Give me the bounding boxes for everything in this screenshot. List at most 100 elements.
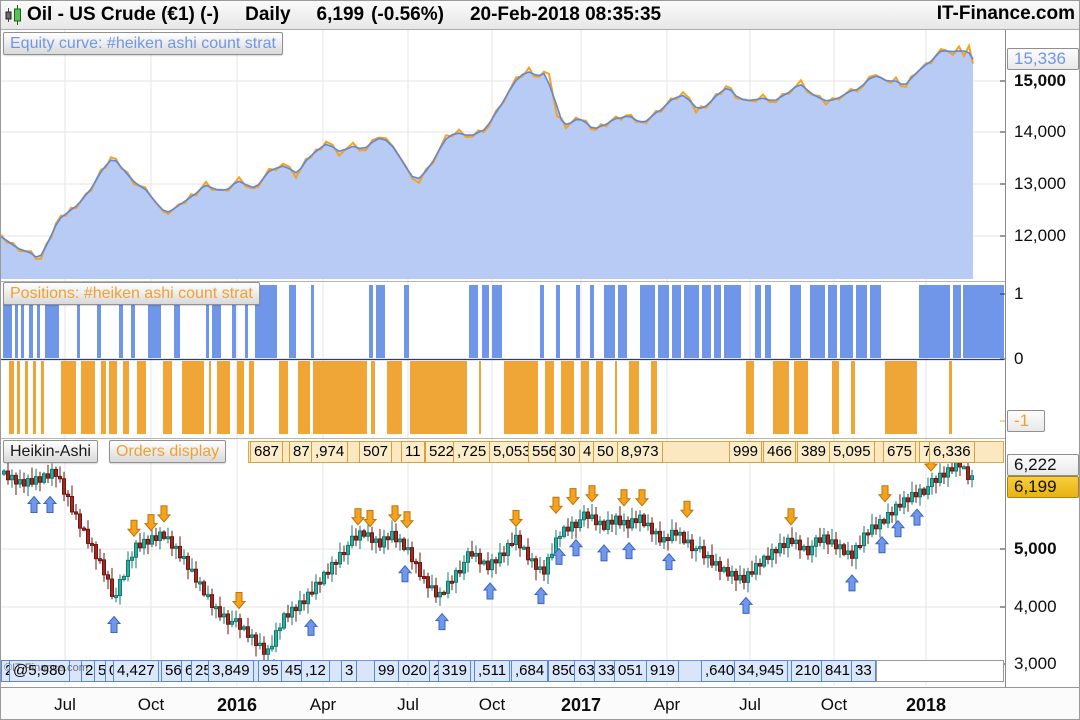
buy-signal-arrow: [909, 508, 925, 526]
buy-signal-arrow: [533, 586, 549, 605]
price-axis[interactable]: 15,336 -1 6,222 6,199 15,000 14,000 13,000…: [1005, 29, 1079, 687]
buy-signal-arrow: [434, 612, 450, 631]
watermark: ©IT-Finance.com: [4, 662, 88, 674]
sell-signal-arrow: [679, 500, 695, 519]
y-axis-label: 15,000: [1014, 71, 1066, 90]
instrument-title: Oil - US Crude (€1) (-): [27, 4, 220, 25]
order-price-label: 675: [883, 441, 917, 463]
x-axis-label: Oct: [820, 695, 848, 714]
buy-signal-arrow: [890, 519, 906, 538]
equity-value-badge: 15,336: [1007, 48, 1079, 70]
sell-signal-arrow: [231, 592, 247, 610]
trade-price-label: ,640: [701, 660, 739, 682]
order-price-label: ,974: [311, 441, 349, 463]
sell-signal-arrow: [548, 496, 564, 515]
trades-row-empty-cell: [876, 660, 1004, 682]
equity-curve-indicator-button[interactable]: Equity curve: #heiken ashi count strat: [3, 32, 283, 55]
buy-signal-arrow: [596, 544, 612, 562]
sell-signal-arrow: [126, 519, 142, 538]
time-axis[interactable]: Jul Oct 2016 Apr Jul Oct 2017 Apr Jul Oct 2018: [1, 687, 1005, 719]
timeframe-label: Daily: [245, 4, 291, 25]
buy-signal-arrow: [106, 615, 122, 633]
trade-price-label: ,684: [511, 660, 549, 682]
order-price-label: 687: [250, 441, 284, 463]
sell-signal-arrow: [565, 488, 581, 506]
trade-price-label: 210: [791, 660, 825, 682]
trade-price-label: 319: [438, 660, 472, 682]
buy-signal-arrow: [738, 596, 754, 614]
order-price-label: 87: [289, 441, 314, 463]
brand-label: IT-Finance.com: [936, 3, 1075, 24]
buy-signal-arrow: [303, 618, 319, 636]
sell-signal-arrow: [877, 485, 893, 503]
heikin-ashi-button[interactable]: Heikin-Ashi: [3, 440, 98, 463]
y-axis-label: 3,000: [1014, 654, 1057, 673]
buy-signal-arrow: [482, 582, 498, 600]
positions-indicator-button[interactable]: Positions: #heiken ashi count strat: [3, 282, 260, 305]
sell-signal-arrow: [783, 508, 799, 526]
sell-signal-arrow: [634, 489, 650, 507]
change-label: (-0.56%): [371, 4, 444, 25]
sell-signal-arrow: [387, 505, 403, 523]
buy-signal-arrow: [568, 538, 584, 557]
sell-signal-arrow: [616, 489, 632, 507]
sell-signal-arrow: [143, 514, 159, 532]
sell-signal-arrow: [399, 511, 415, 529]
sell-signal-arrow: [362, 510, 378, 528]
order-price-label: 507: [359, 441, 393, 463]
order-price-label: 556: [528, 441, 562, 463]
trade-price-label: 841: [821, 660, 855, 682]
last-price-label: 6,199: [316, 4, 365, 25]
y-axis-label: 5,000: [1014, 539, 1057, 558]
order-price-label: 466: [763, 441, 797, 463]
session-high-badge: 6,222: [1007, 454, 1079, 476]
trade-price-label: 45: [281, 660, 306, 682]
trade-price-label: 34,945: [734, 660, 788, 682]
orders-display-button[interactable]: Orders display: [109, 440, 227, 463]
order-price-label: 5,095: [829, 441, 875, 463]
trade-price-label: 99: [374, 660, 399, 682]
x-axis-label: Jul: [54, 695, 76, 714]
orders-row: 687 87,974 507 11 522,725 5,053 556 30 4 50 8,973 9…: [1, 441, 1004, 463]
x-axis-label: Jul: [739, 695, 761, 714]
trade-price-label: 33: [851, 660, 876, 682]
trade-price-label: 3: [341, 660, 358, 682]
trade-price-label: 95: [258, 660, 283, 682]
trade-price-label: 919: [646, 660, 680, 682]
trade-price-label: 020: [398, 660, 432, 682]
x-axis-label: Oct: [478, 695, 506, 714]
buy-signal-arrow: [844, 574, 860, 592]
trade-price-label: 051: [614, 660, 648, 682]
short-position-badge: -1: [1007, 410, 1045, 432]
sell-signal-arrow: [508, 510, 524, 528]
order-price-label: 6,336: [929, 441, 975, 463]
y-axis-label: 1: [1014, 284, 1024, 303]
time-axis-corner: [1005, 687, 1079, 719]
trade-price-label: 3,849: [208, 660, 254, 682]
order-price-label: 8,973: [617, 441, 663, 463]
x-axis-label: Apr: [309, 695, 337, 714]
sell-signal-arrow: [584, 485, 600, 503]
last-price-badge: 6,199: [1007, 476, 1079, 498]
buy-signal-arrow: [397, 564, 413, 583]
header-bar: Oil - US Crude (€1) (-) Daily 6,199 (-0.…: [1, 1, 1079, 30]
sell-signal-arrow: [350, 508, 366, 526]
trade-price-label: 63: [574, 660, 599, 682]
trade-price-label: ,511: [474, 660, 511, 682]
trades-row: 2@5,9802504,427566253,8499545,1239902023…: [1, 660, 1004, 682]
y-axis-label: 14,000: [1014, 122, 1066, 141]
buy-signal-arrow: [42, 495, 58, 513]
order-price-label: 389: [797, 441, 831, 463]
y-axis-label: 12,000: [1014, 226, 1066, 245]
buy-signal-arrow: [551, 547, 567, 565]
x-axis-label: 2017: [560, 695, 602, 715]
sell-signal-arrow: [156, 505, 172, 523]
order-price-label: 999: [729, 441, 763, 463]
order-price-label: 50: [593, 441, 618, 463]
chart-canvas[interactable]: [1, 1, 1005, 720]
x-axis-label: Apr: [653, 695, 681, 714]
x-axis-label: Oct: [137, 695, 165, 714]
buy-signal-arrow: [661, 552, 677, 571]
y-axis-label: 13,000: [1014, 174, 1066, 193]
